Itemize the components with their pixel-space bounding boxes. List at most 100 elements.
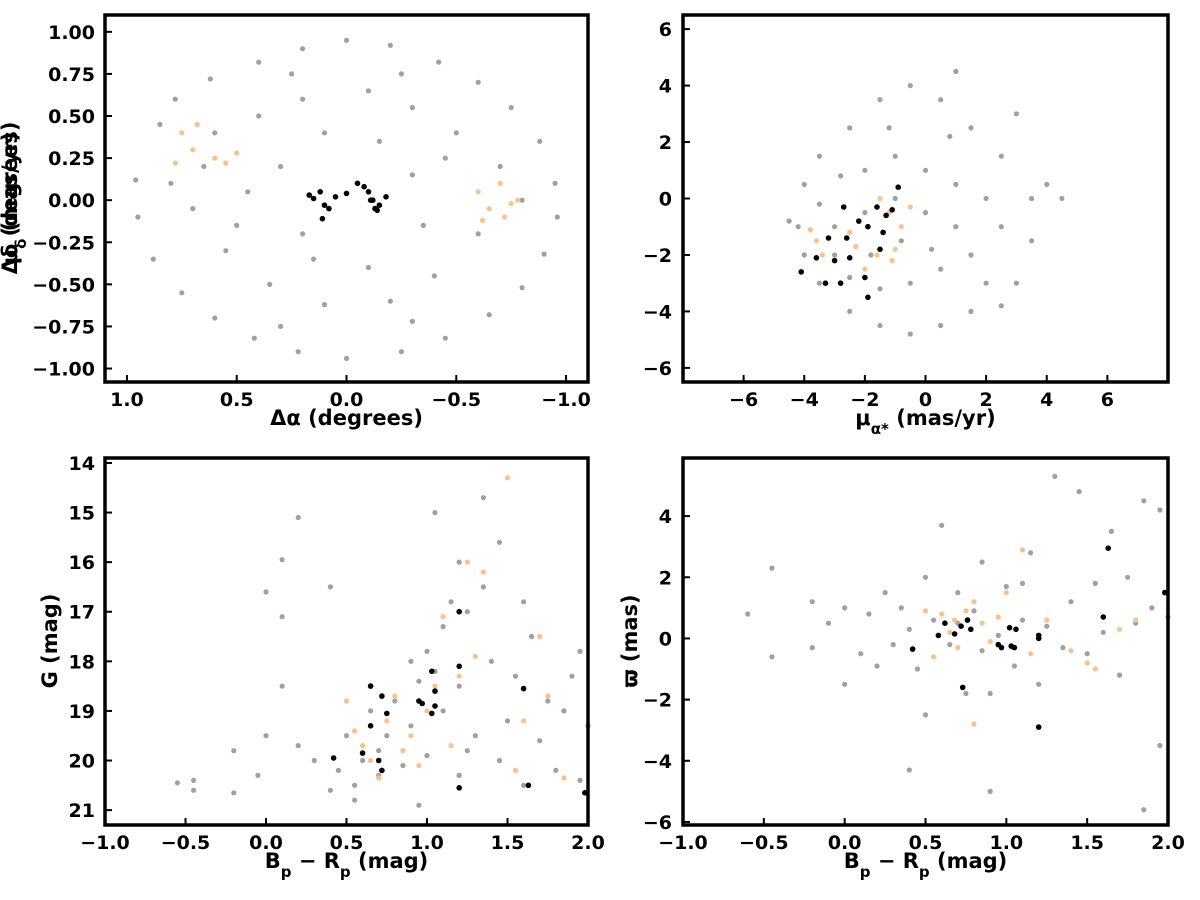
scatter-point: [376, 775, 382, 781]
x-tick-label: 0.0: [249, 832, 283, 854]
x-tick-label: 0.0: [330, 389, 364, 411]
scatter-point: [1162, 589, 1168, 596]
scatter-point: [907, 204, 913, 210]
scatter-point: [361, 183, 367, 190]
x-tick-label: 0: [919, 389, 932, 411]
scatter-point: [938, 97, 944, 103]
scatter-point: [212, 130, 218, 136]
scatter-point: [179, 130, 185, 136]
scatter-point: [798, 269, 804, 275]
scatter-point: [801, 181, 807, 187]
scatter-point: [431, 273, 437, 279]
scatter-point: [480, 584, 486, 590]
scatter-point: [541, 251, 547, 257]
scatter-point: [475, 231, 481, 237]
scatter-point: [384, 710, 390, 717]
scatter-point: [448, 743, 454, 749]
panel-color-parallax: −1.0 −0.5 0.0 0.5 1.0 1.5 2.0 4 2 0 −2 −4 −6 Bp − Rp …: [618, 456, 1185, 881]
scatter-point: [251, 335, 257, 341]
scatter-point: [856, 218, 862, 224]
scatter-point: [440, 614, 446, 620]
x-tick-label: −0.5: [431, 389, 481, 411]
scatter-point: [537, 738, 543, 744]
scatter-point: [1092, 666, 1098, 672]
scatter-point: [840, 204, 847, 210]
scatter-point: [310, 195, 317, 202]
scatter-point: [231, 790, 237, 796]
scatter-point: [922, 712, 929, 718]
scatter-point: [475, 189, 481, 195]
scatter-point: [442, 335, 448, 341]
plot-frame: [681, 456, 1170, 827]
scatter-point: [862, 266, 868, 272]
scatter-point: [953, 224, 959, 230]
scatter-point: [133, 177, 139, 183]
scatter-point: [942, 620, 948, 626]
scatter-point: [938, 266, 944, 272]
scatter-point: [816, 280, 823, 286]
scatter-point: [256, 113, 262, 119]
scatter-point: [1011, 644, 1018, 651]
y-axis-label: Δδ (degrees): [0, 122, 22, 275]
scatter-point: [952, 617, 958, 623]
scatter-point: [809, 599, 815, 605]
scatter-point: [300, 231, 306, 237]
scatter-point: [472, 653, 478, 660]
scatter-point: [892, 195, 898, 202]
scatter-point: [448, 599, 454, 605]
scatter-point: [1019, 617, 1026, 623]
y-tick-label: 4: [659, 506, 672, 528]
scatter-point: [207, 76, 213, 82]
y-axis-label: ϖ (mas): [618, 594, 642, 687]
scatter-point: [419, 700, 426, 707]
series-2: [798, 184, 901, 301]
scatter-point: [332, 194, 339, 200]
x-axis-label: μα* (mas/yr): [855, 406, 995, 438]
scatter-point: [1108, 528, 1114, 535]
scatter-point: [375, 757, 382, 764]
scatter-point: [279, 614, 285, 620]
y-tick-label: 0: [659, 628, 672, 650]
scatter-point: [424, 753, 430, 759]
scatter-point: [1157, 507, 1163, 513]
scatter-point: [906, 626, 912, 632]
scatter-point: [1035, 724, 1042, 730]
scatter-point: [525, 782, 532, 789]
panel-sky-positions: 1.0 0.5 0.0 −0.5 −1.0 1.00 0.75 0.50 0.25 0.00 −0.…: [0, 13, 591, 430]
scatter-point: [561, 775, 567, 781]
scatter-point: [278, 163, 284, 170]
scatter-point: [157, 121, 163, 127]
scatter-point: [343, 733, 350, 739]
scatter-point: [1068, 648, 1074, 654]
y-tick-label: 0.50: [48, 106, 95, 128]
scatter-point: [971, 608, 977, 614]
scatter-point: [907, 280, 913, 286]
scatter-point: [367, 723, 374, 729]
scatter-point: [190, 147, 196, 153]
scatter-point: [995, 632, 1001, 639]
scatter-point: [979, 559, 985, 565]
scatter-point: [862, 210, 868, 216]
scatter-point: [987, 788, 993, 795]
scatter-point: [862, 167, 868, 173]
scatter-point: [1084, 651, 1090, 657]
scatter-point: [432, 688, 438, 694]
scatter-point: [846, 254, 853, 261]
scatter-point: [436, 59, 442, 65]
scatter-point: [311, 256, 317, 262]
scatter-point: [955, 590, 961, 596]
y-tick-label: −2: [643, 245, 672, 267]
scatter-point: [998, 303, 1004, 309]
scatter-point: [359, 750, 366, 756]
scatter-point: [521, 782, 527, 788]
scatter-point: [300, 96, 306, 102]
scatter-point: [987, 638, 993, 645]
scatter-point: [809, 645, 815, 651]
x-tick-label: −0.5: [739, 832, 789, 854]
scatter-point: [352, 797, 358, 803]
scatter-point: [408, 733, 414, 739]
scatter-point: [813, 254, 820, 261]
scatter-point: [909, 646, 916, 652]
scatter-point: [537, 633, 543, 640]
